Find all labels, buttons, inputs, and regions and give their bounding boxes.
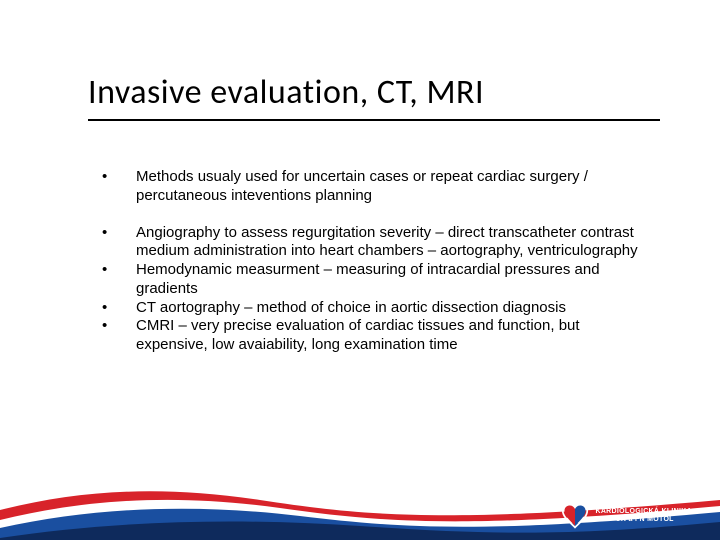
bullet-icon: • [100,261,136,280]
bullet-icon: • [100,224,136,243]
list-item: • Methods usualy used for uncertain case… [100,168,650,206]
spacer [100,206,650,224]
logo-text: KARDIOLOGICKÁ KLINIKA 2. LF UK a FN MOTO… [595,508,692,523]
bullet-text: Methods usualy used for uncertain cases … [136,168,650,206]
slide: Invasive evaluation, CT, MRI • Methods u… [0,0,720,540]
bullet-list: • Methods usualy used for uncertain case… [100,168,650,355]
bullet-text: CT aortography – method of choice in aor… [136,299,650,318]
bullet-icon: • [100,168,136,187]
list-item: • CT aortography – method of choice in a… [100,299,650,318]
list-item: • CMRI – very precise evaluation of card… [100,317,650,355]
bullet-icon: • [100,317,136,336]
bullet-icon: • [100,299,136,318]
footer-logo: KARDIOLOGICKÁ KLINIKA 2. LF UK a FN MOTO… [561,502,692,530]
logo-line2: 2. LF UK a FN MOTOL [595,516,692,524]
list-item: • Hemodynamic measurment – measuring of … [100,261,650,299]
list-item: • Angiography to assess regurgitation se… [100,224,650,262]
bullet-text: Angiography to assess regurgitation seve… [136,224,650,262]
heart-icon [561,502,589,530]
slide-title: Invasive evaluation, CT, MRI [88,72,660,121]
bullet-text: Hemodynamic measurment – measuring of in… [136,261,650,299]
bullet-text: CMRI – very precise evaluation of cardia… [136,317,650,355]
logo-line1: KARDIOLOGICKÁ KLINIKA [595,508,692,516]
